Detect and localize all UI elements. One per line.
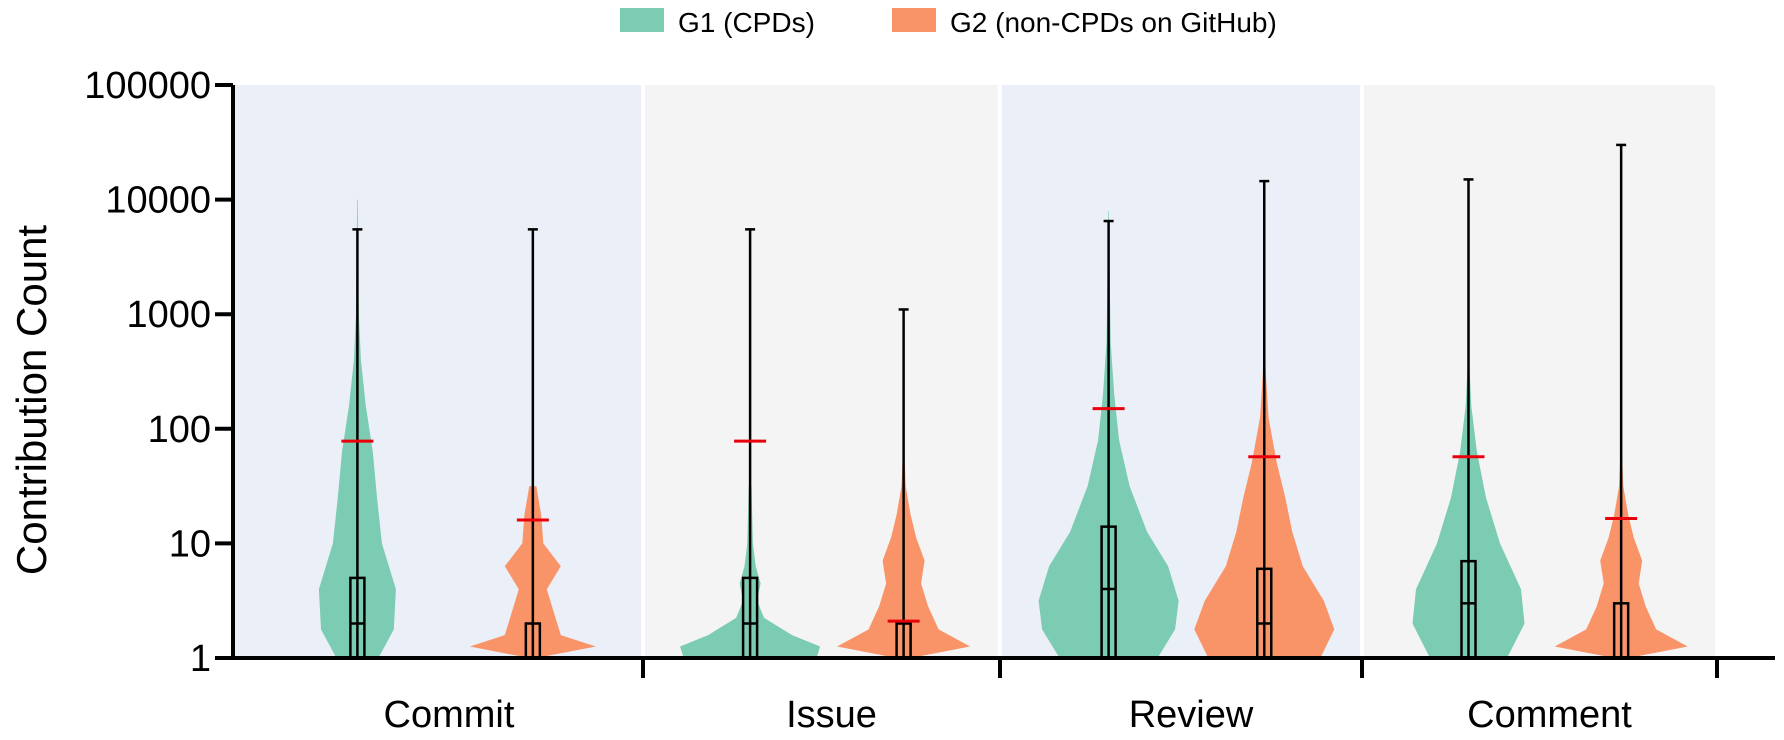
y-tick-label-1000: 1000 <box>126 294 211 336</box>
legend-g1-label: G1 (CPDs) <box>678 7 815 38</box>
y-tick-label-10: 10 <box>169 523 211 565</box>
legend-g2-label: G2 (non-CPDs on GitHub) <box>950 7 1277 38</box>
violins <box>318 143 1688 660</box>
legend-g1-swatch <box>620 8 664 32</box>
x-label-issue: Issue <box>786 694 877 736</box>
y-tick-label-10000: 10000 <box>105 180 211 222</box>
x-label-review: Review <box>1129 694 1254 736</box>
axes: 1 10 100 1000 10000 100000 Commit Issue Review Co… <box>84 65 1775 736</box>
y-tick-label-100: 100 <box>148 409 211 451</box>
panel-issue <box>645 85 998 658</box>
panel-commit <box>235 85 641 658</box>
category-panels <box>235 85 1715 658</box>
legend: G1 (CPDs) G2 (non-CPDs on GitHub) <box>620 7 1277 38</box>
x-label-comment: Comment <box>1467 694 1632 736</box>
y-tick-label-1: 1 <box>190 638 211 680</box>
panel-comment <box>1364 85 1715 658</box>
y-tick-label-100000: 100000 <box>84 65 211 107</box>
x-label-commit: Commit <box>384 694 515 736</box>
y-axis-title: Contribution Count <box>8 225 55 576</box>
legend-g2-swatch <box>892 8 936 32</box>
